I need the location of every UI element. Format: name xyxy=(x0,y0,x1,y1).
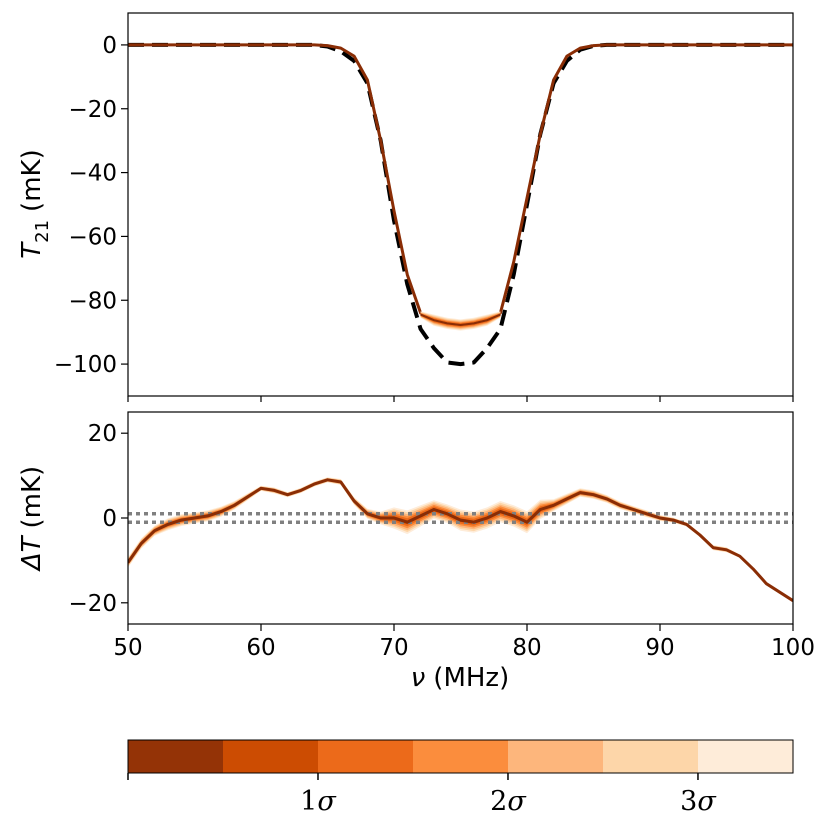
colorbar-cell xyxy=(413,740,509,773)
top-plot-area xyxy=(128,42,793,367)
colorbar-cell xyxy=(128,740,224,773)
bottom-x-ticks: 50 60 70 80 90 100 xyxy=(113,624,815,661)
residual-band-layer xyxy=(128,479,793,602)
bottom-x-tick-label: 80 xyxy=(512,635,541,661)
x-symbol: ν xyxy=(411,663,426,693)
colorbar-cell xyxy=(318,740,414,773)
colorbar-tick-label: 3σ xyxy=(680,786,717,817)
trough-band-layer xyxy=(420,313,501,327)
colorbar: 1σ 2σ 3σ xyxy=(127,739,794,817)
top-x-ticks xyxy=(127,396,794,402)
trough-band-centre xyxy=(420,313,501,327)
colorbar-cell xyxy=(698,740,794,773)
colorbar-cells xyxy=(128,740,794,773)
bottom-x-tick-label: 60 xyxy=(246,635,275,661)
top-y-tick-label: −60 xyxy=(68,224,117,250)
top-y-ticks: 0 −20 −40 −60 −80 −100 xyxy=(54,33,128,378)
bottom-y-symbol: ΔT xyxy=(17,534,47,572)
bottom-x-tick-label: 90 xyxy=(645,635,674,661)
top-y-tick-label: −80 xyxy=(68,288,117,314)
bottom-y-unit: (mK) xyxy=(17,466,47,529)
bottom-y-ticks: 20 0 −20 xyxy=(68,421,128,617)
bottom-x-tick-label: 100 xyxy=(771,635,815,661)
bottom-y-tick-label: 20 xyxy=(88,421,117,447)
colorbar-cell xyxy=(603,740,699,773)
bottom-plot-area xyxy=(128,477,793,602)
trough-band-layer xyxy=(420,312,501,329)
top-panel: 0 −20 −40 −60 −80 −100 T21 (mK) xyxy=(17,12,794,402)
colorbar-ticks: 1σ 2σ 3σ xyxy=(127,773,717,817)
bottom-panel: 20 0 −20 50 60 70 80 90 100 ΔT (mK) ν (MHz) xyxy=(17,411,815,693)
top-axes-frame xyxy=(127,12,794,397)
colorbar-frame xyxy=(127,739,794,774)
bottom-y-tick-label: −20 xyxy=(68,591,117,617)
colorbar-tick-label: 1σ xyxy=(300,786,337,817)
bottom-y-axis-title: ΔT (mK) xyxy=(17,466,47,572)
top-y-subscript: 21 xyxy=(32,220,53,243)
top-y-unit: (mK) xyxy=(17,149,47,212)
bottom-x-tick-label: 50 xyxy=(113,635,142,661)
top-y-tick-label: −40 xyxy=(68,161,117,187)
truth-line xyxy=(128,42,793,367)
top-y-tick-label: −20 xyxy=(68,97,117,123)
top-y-tick-label: 0 xyxy=(102,33,117,59)
residual-band-layer xyxy=(128,477,793,602)
residual-band-layer xyxy=(128,479,793,601)
colorbar-tick-label: 2σ xyxy=(490,786,527,817)
top-y-symbol: T xyxy=(17,241,47,259)
bottom-y-tick-label: 0 xyxy=(102,506,117,532)
x-unit: (MHz) xyxy=(433,663,509,693)
colorbar-cell xyxy=(508,740,604,773)
trough-band-layer xyxy=(420,313,501,328)
residual-band-layer xyxy=(128,478,793,602)
residual-line xyxy=(128,478,793,602)
top-y-axis-title: T21 (mK) xyxy=(17,149,53,258)
residual-band-layer xyxy=(128,478,793,602)
residual-band-layer xyxy=(128,477,793,602)
top-y-tick-label: −100 xyxy=(54,352,117,378)
x-axis-title: ν (MHz) xyxy=(411,663,509,693)
bottom-x-tick-label: 70 xyxy=(379,635,408,661)
model-line xyxy=(128,43,793,328)
colorbar-cell xyxy=(223,740,319,773)
